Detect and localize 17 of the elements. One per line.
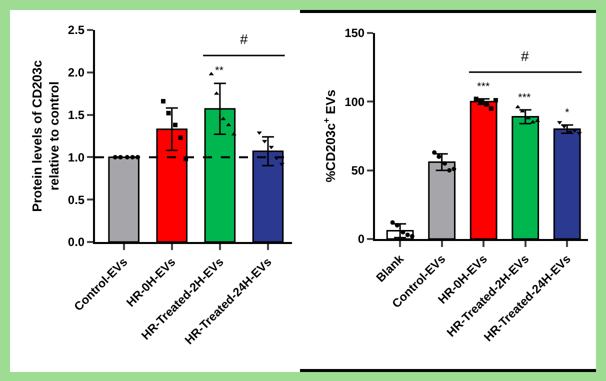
annotation: # — [240, 31, 248, 47]
y-tick-label: 0.0 — [68, 235, 85, 250]
annotation: * — [565, 107, 570, 119]
annotation: # — [521, 48, 529, 64]
annotation: *** — [518, 92, 532, 104]
y-tick-label: 0.5 — [68, 192, 85, 207]
annotation: *** — [477, 81, 491, 93]
y-tick-label: 1.0 — [68, 150, 85, 164]
y-tick-label: 1.5 — [68, 108, 85, 122]
y-tick-label: 100 — [344, 94, 365, 109]
y-tick-label: 2.0 — [68, 66, 85, 80]
y-tick-label: 2.5 — [68, 23, 85, 38]
y-tick-label: 50 — [351, 164, 365, 178]
y-axis-title: Protein levels of CD203c relative to control — [29, 60, 62, 212]
annotation: ** — [215, 65, 224, 77]
y-tick-label: 0 — [358, 232, 365, 246]
y-tick-label: 150 — [344, 26, 365, 40]
